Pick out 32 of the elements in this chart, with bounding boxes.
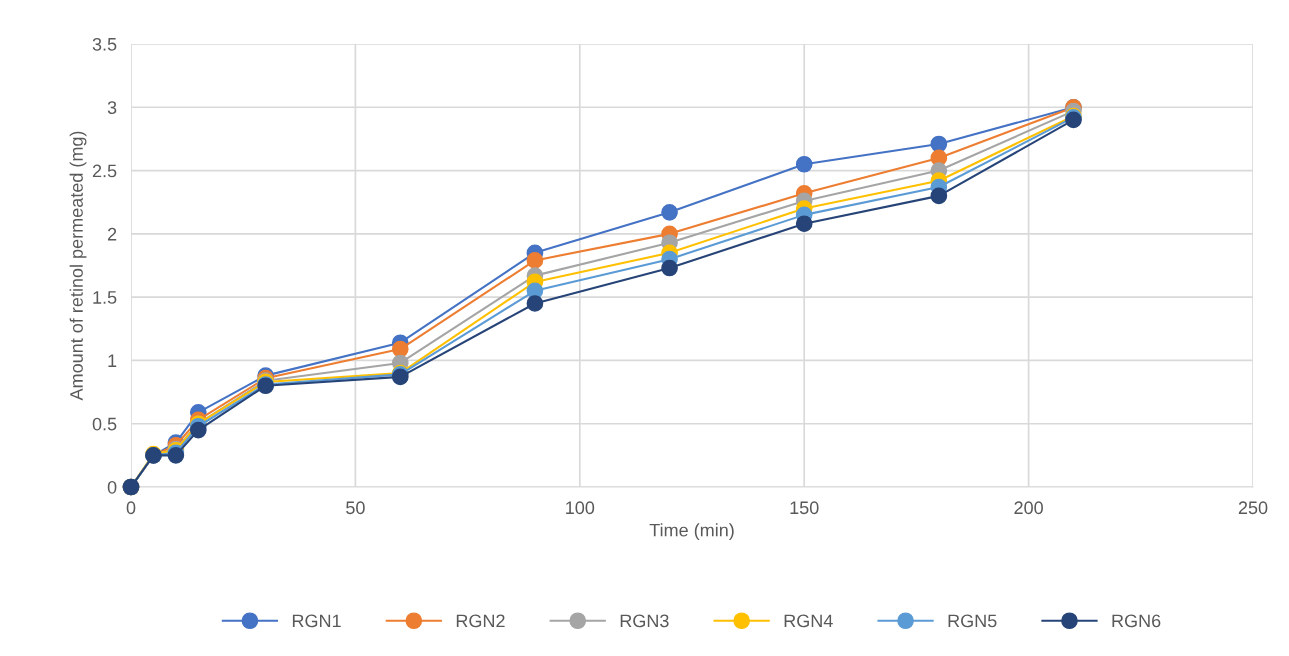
x-tick-label: 100 <box>566 501 595 515</box>
point <box>930 187 948 205</box>
point <box>189 421 207 439</box>
legend-label: RGN1 <box>292 614 341 628</box>
point <box>661 259 678 277</box>
y-tick-label: 3.5 <box>92 37 117 51</box>
y-tick-label: 0 <box>107 480 117 494</box>
legend-label: RGN2 <box>456 614 505 628</box>
legend-label: RGN5 <box>948 614 997 628</box>
point <box>526 252 544 269</box>
y-tick-label: 2.5 <box>92 164 117 178</box>
point <box>661 204 678 221</box>
x-tick-label: 200 <box>1014 501 1043 515</box>
x-tick-label: 50 <box>346 501 365 515</box>
x-axis-title: Time (min) <box>649 523 734 541</box>
x-tick-label: 0 <box>126 501 136 515</box>
x-tick-label: 150 <box>790 501 819 515</box>
legend-label: RGN6 <box>1112 614 1161 628</box>
point <box>930 135 948 153</box>
y-tick-label: 2 <box>107 227 117 241</box>
point <box>526 295 544 312</box>
legend-label: RGN3 <box>620 614 669 628</box>
y-axis-title: Amount of retinol permeated (mg) <box>69 131 87 401</box>
legend-label: RGN4 <box>784 614 833 628</box>
y-tick-label: 1.5 <box>93 291 117 304</box>
point <box>795 215 813 233</box>
x-tick-label: 250 <box>1238 501 1268 515</box>
point <box>795 155 813 173</box>
y-tick-label: 0.5 <box>92 417 117 431</box>
y-tick-label: 1 <box>108 354 117 367</box>
point <box>391 340 409 358</box>
y-tick-label: 3 <box>107 101 117 115</box>
